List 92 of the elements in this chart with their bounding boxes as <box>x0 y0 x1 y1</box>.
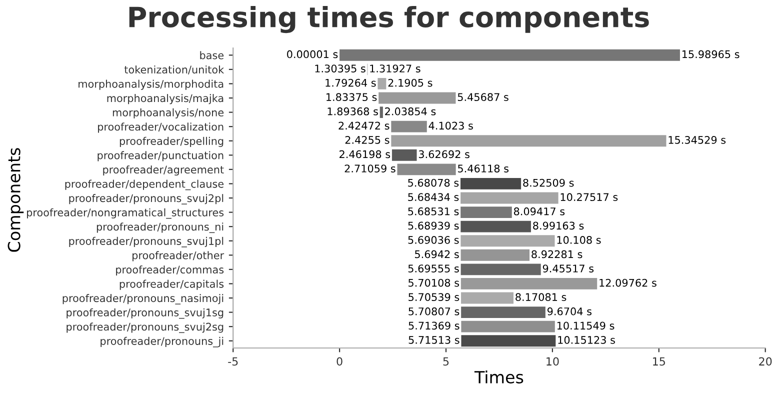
y-tick-label: proofreader/capitals <box>120 280 224 290</box>
bar <box>392 149 417 161</box>
y-axis-title: Components <box>8 148 24 252</box>
data-label: 5.46118 s <box>458 164 509 172</box>
annotation: 5.71369 s <box>408 322 460 330</box>
annotation: 2.42472 s <box>338 122 390 130</box>
annotation: 5.70807 s <box>408 307 460 316</box>
data-label: 8.09417 s <box>514 207 565 216</box>
annotation: 5.71513 s <box>408 336 460 344</box>
annotation: 1.83375 s <box>326 93 377 102</box>
annotation: 1.89368 s <box>328 107 378 116</box>
data-label: 8.52509 s <box>523 178 574 187</box>
data-label: 5.45687 s <box>458 93 508 102</box>
data-label: 2.1905 s <box>388 78 432 87</box>
annotation: 5.68434 s <box>408 193 459 202</box>
annotation: 5.6942 s <box>415 250 459 258</box>
y-tick-label: tokenization/unitok <box>124 65 224 74</box>
y-tick-label: proofreader/pronouns_svuj1sg <box>66 308 224 319</box>
data-label: 8.99163 s <box>533 222 584 230</box>
bar <box>460 278 598 290</box>
bar <box>461 292 514 304</box>
bar <box>461 306 546 318</box>
bar <box>460 206 512 218</box>
annotation: 2.46198 s <box>340 150 390 158</box>
x-tick-label: 15 <box>653 357 665 366</box>
x-tick-label: 20 <box>759 357 772 366</box>
y-tick-label: proofreader/pronouns_svuj2sg <box>66 322 224 333</box>
data-label: 2.03854 s <box>385 107 436 116</box>
bar <box>460 178 522 190</box>
annotation: 2.71059 s <box>344 164 396 172</box>
bar <box>340 49 680 61</box>
y-tick-label: proofreader/punctuation <box>98 151 224 162</box>
data-label: 12.09762 s <box>600 278 656 287</box>
y-tick-label: proofreader/vocalization <box>98 122 224 133</box>
bar <box>460 192 558 204</box>
y-tick-label: proofreader/commas <box>116 265 224 276</box>
bar <box>391 120 427 132</box>
bar <box>460 264 541 276</box>
bar <box>461 335 556 347</box>
y-tick-label: proofreader/pronouns_nasimoji <box>62 294 224 304</box>
y-tick-label: morphoanalysis/none <box>112 108 224 118</box>
annotation: 1.79264 s <box>326 78 376 87</box>
bar <box>460 220 531 232</box>
data-label: 10.11549 s <box>557 322 614 330</box>
y-tick-label: proofreader/spelling <box>120 136 224 147</box>
data-label: 9.45517 s <box>542 264 594 272</box>
annotation: 5.70108 s <box>408 278 460 287</box>
y-tick-label: proofreader/pronouns_svuj1pl <box>69 236 224 248</box>
y-tick-label: proofreader/pronouns_ji <box>100 336 224 348</box>
bar <box>397 164 456 176</box>
y-tick-label: proofreader/dependent_clause <box>65 180 224 190</box>
data-label: 15.34529 s <box>668 136 726 144</box>
x-tick-label: 0 <box>336 357 342 366</box>
data-label: 15.98965 s <box>682 50 740 58</box>
annotation: 5.69555 s <box>408 264 459 272</box>
data-label: 10.15123 s <box>558 336 615 344</box>
annotation: 5.68531 s <box>408 207 459 216</box>
y-tick-label: proofreader/pronouns_ni <box>96 222 224 233</box>
data-label: 1.31927 s <box>370 64 420 72</box>
bar <box>380 106 383 118</box>
x-tick-label: -5 <box>228 357 238 366</box>
bar <box>460 249 530 261</box>
annotation: 5.70539 s <box>408 293 460 302</box>
annotation: 1.30395 s <box>315 64 366 72</box>
data-label: 3.62692 s <box>418 150 470 158</box>
bar <box>460 235 555 247</box>
y-tick-label: morphoanalysis/majka <box>107 94 224 104</box>
annotation: 5.68939 s <box>408 222 459 230</box>
bar <box>378 78 386 90</box>
x-tick-label: 10 <box>546 357 559 366</box>
data-label: 8.17081 s <box>516 293 566 302</box>
y-tick-label: proofreader/nongramatical_structures <box>27 208 224 219</box>
chart-title: Processing times for components <box>129 6 649 34</box>
y-tick-label: base <box>200 51 224 60</box>
bar <box>378 92 456 104</box>
x-axis-title: Times <box>474 370 524 384</box>
y-tick-label: proofreader/agreement <box>103 165 224 176</box>
y-tick-label: morphoanalysis/morphodita <box>78 80 224 90</box>
data-label: 9.6704 s <box>547 307 592 316</box>
data-label: 4.1023 s <box>428 122 473 130</box>
bar <box>391 135 666 147</box>
annotation: 2.4255 s <box>345 136 390 144</box>
data-label: 8.92281 s <box>532 250 582 258</box>
annotation: 5.68078 s <box>408 178 459 187</box>
annotation: 5.69036 s <box>408 236 459 244</box>
y-tick-label: proofreader/pronouns_svuj2pl <box>69 194 224 204</box>
x-tick-label: 5 <box>443 357 449 366</box>
data-label: 10.108 s <box>557 236 601 244</box>
y-tick-label: proofreader/other <box>132 251 224 262</box>
bar <box>461 320 555 332</box>
annotation: 0.00001 s <box>287 50 338 58</box>
data-label: 10.27517 s <box>560 193 618 202</box>
